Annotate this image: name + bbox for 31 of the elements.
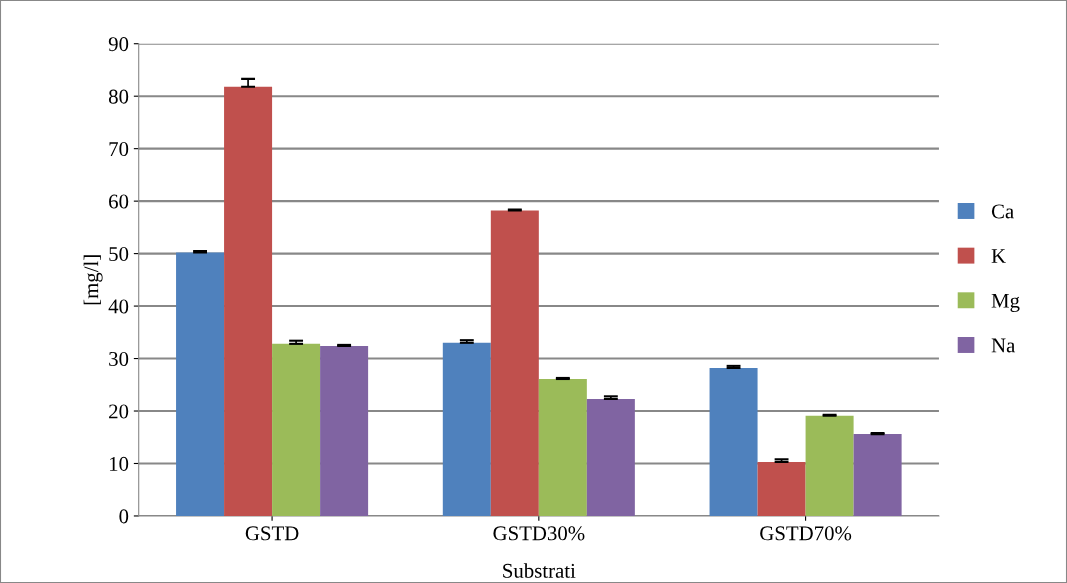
bar xyxy=(442,342,491,516)
y-tick-label: 0 xyxy=(119,509,129,524)
x-tick-label: GSTD70% xyxy=(760,526,852,541)
bar xyxy=(586,398,635,516)
y-tick-label: 40 xyxy=(108,299,129,314)
y-tick-label: 30 xyxy=(109,351,129,366)
bar xyxy=(320,345,369,516)
bar xyxy=(538,379,587,516)
legend-label: Mg xyxy=(991,293,1020,313)
bar xyxy=(176,252,225,516)
bar xyxy=(853,434,902,516)
x-axis-title: Substrati xyxy=(503,563,576,578)
y-tick-label: 60 xyxy=(109,194,129,209)
legend-label: Ca xyxy=(991,204,1014,219)
y-axis-title: [mg/l] xyxy=(83,255,103,305)
y-tick-label: 50 xyxy=(109,246,129,262)
legend-label: Na xyxy=(991,338,1016,353)
y-tick-label: 70 xyxy=(109,142,129,157)
y-tick-label: 20 xyxy=(109,404,129,419)
bar xyxy=(224,86,273,516)
bar xyxy=(709,367,758,516)
y-tick-label: 90 xyxy=(108,37,129,52)
x-tick-label: GSTD30% xyxy=(493,526,585,541)
x-tick-label: GSTD xyxy=(245,526,299,541)
bar xyxy=(805,415,854,516)
bar xyxy=(490,210,539,516)
y-tick-label: 80 xyxy=(108,89,129,104)
bar xyxy=(272,343,321,516)
y-tick-label: 10 xyxy=(109,456,129,471)
legend-label: K xyxy=(991,249,1006,263)
bar xyxy=(757,461,806,516)
